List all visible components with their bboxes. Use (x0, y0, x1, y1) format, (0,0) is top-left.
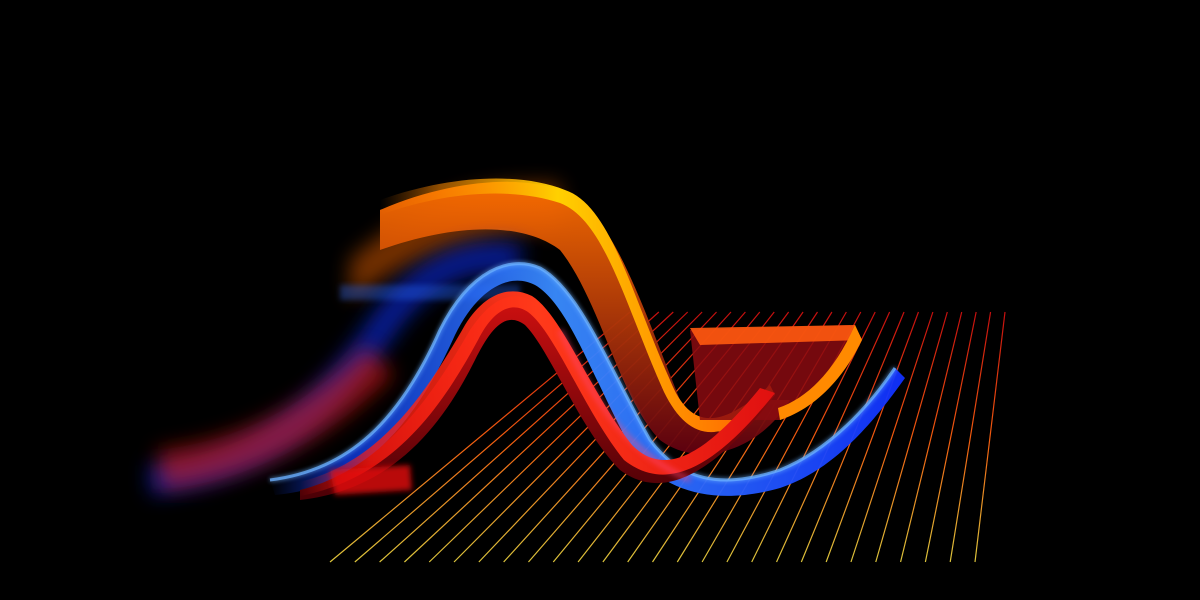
red-ribbon (157, 291, 775, 500)
orange-ribbon (350, 178, 862, 455)
grid-wall (627, 21, 1006, 331)
